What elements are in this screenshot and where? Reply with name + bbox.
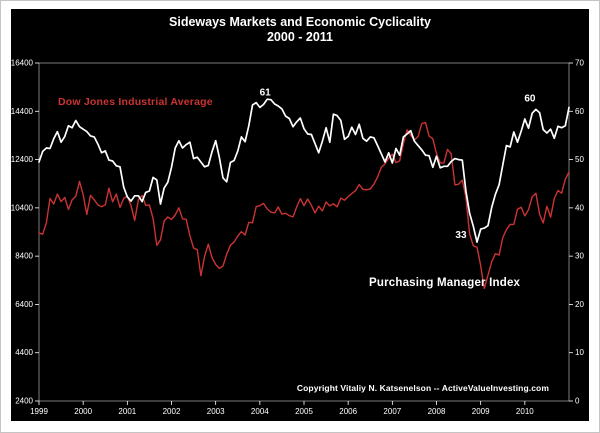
annotation-33: 33 <box>455 230 467 241</box>
y-axis-left-label: 8400 <box>15 252 33 261</box>
copyright-text: Copyright Vitaliy N. Katsenelson -- Acti… <box>296 383 549 393</box>
y-axis-left-label: 16400 <box>11 59 34 68</box>
legend-dow-label: Dow Jones Industrial Average <box>58 96 213 108</box>
y-axis-right-label: 30 <box>575 252 584 261</box>
legend-pmi-label: Purchasing Manager Index <box>369 277 521 289</box>
annotation-60: 60 <box>524 93 536 104</box>
y-axis-left-label: 6400 <box>15 300 33 309</box>
x-axis-year-label: 2004 <box>251 407 269 416</box>
y-axis-right-label: 60 <box>575 107 584 116</box>
x-axis-year-label: 2010 <box>516 407 534 416</box>
y-axis-left-label: 10400 <box>11 203 34 212</box>
x-axis-year-label: 2002 <box>163 407 181 416</box>
chart-title-line2: 2000 - 2011 <box>266 30 334 44</box>
x-axis-year-label: 2001 <box>118 407 136 416</box>
y-axis-right-label: 10 <box>575 348 584 357</box>
plot-border <box>38 62 570 402</box>
x-axis-year-label: 2007 <box>383 407 401 416</box>
y-axis-right-label: 0 <box>575 397 580 406</box>
y-axis-left-label: 14400 <box>11 107 34 116</box>
pmi-series-line <box>38 98 570 243</box>
x-axis-year-label: 2006 <box>339 407 357 416</box>
y-axis-left-label: 2400 <box>15 397 33 406</box>
annotation-61: 61 <box>260 88 272 99</box>
x-axis-year-label: 1999 <box>30 407 48 416</box>
y-axis-right-label: 50 <box>575 155 584 164</box>
x-axis-year-label: 2003 <box>207 407 225 416</box>
y-axis-left-label: 4400 <box>15 348 33 357</box>
x-axis-year-label: 2000 <box>74 407 92 416</box>
y-axis-right-label: 70 <box>575 59 584 68</box>
dow-series-line <box>38 121 570 290</box>
chart-title-line1: Sideways Markets and Economic Cyclicalit… <box>169 15 431 29</box>
x-axis-year-label: 2008 <box>428 407 446 416</box>
chart-title: Sideways Markets and Economic Cyclicalit… <box>11 15 589 45</box>
chart-frame: 16400 14400 12400 10400 8400 6400 4400 2400 70 60… <box>11 9 589 421</box>
y-axis-right-label: 20 <box>575 300 584 309</box>
y-axis-right-label: 40 <box>575 203 584 212</box>
x-axis-year-label: 2005 <box>295 407 313 416</box>
x-axis-year-label: 2009 <box>472 407 490 416</box>
chart-canvas: 1640014400124001040084006400440024007060… <box>11 59 584 417</box>
y-axis-left-label: 12400 <box>11 155 34 164</box>
